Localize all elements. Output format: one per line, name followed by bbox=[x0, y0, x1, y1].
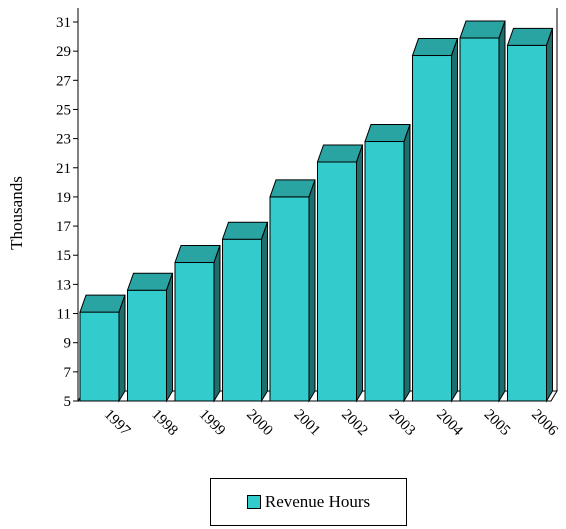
bar-front bbox=[459, 37, 500, 402]
bar bbox=[221, 221, 269, 403]
x-tick-label: 1997 bbox=[101, 407, 134, 440]
y-axis-title: Thousands bbox=[7, 176, 26, 250]
bar-side bbox=[166, 273, 173, 403]
x-tick-label: 2006 bbox=[528, 407, 561, 440]
bar-front bbox=[127, 289, 167, 402]
y-tick-label: 31 bbox=[56, 15, 71, 31]
y-tick-label: 19 bbox=[56, 190, 71, 206]
bar-front bbox=[79, 311, 120, 402]
bar-side bbox=[308, 179, 316, 403]
bar bbox=[411, 38, 459, 403]
bar-front bbox=[364, 141, 405, 402]
bar-top bbox=[79, 294, 126, 313]
bar-top bbox=[364, 124, 411, 143]
y-tick-label: 17 bbox=[56, 219, 72, 235]
bar-top bbox=[411, 38, 459, 57]
y-tick-label: 11 bbox=[57, 307, 71, 323]
bar-side bbox=[261, 222, 268, 403]
y-tick-label: 21 bbox=[56, 161, 71, 177]
y-tick-label: 27 bbox=[56, 73, 72, 89]
legend-swatch bbox=[246, 495, 261, 509]
bar-front bbox=[317, 161, 357, 402]
bar-top bbox=[506, 27, 554, 46]
bar bbox=[79, 294, 126, 403]
bar-side bbox=[451, 38, 458, 403]
bar bbox=[174, 245, 221, 403]
bar-side bbox=[118, 294, 126, 403]
y-tick-label: 7 bbox=[64, 365, 72, 381]
bar bbox=[269, 179, 316, 403]
y-tick-label: 23 bbox=[56, 132, 71, 148]
bar-top bbox=[316, 144, 364, 163]
x-tick-labels: 1997 1998 1999 2000 2001 2002 2003 2004 2005 2006 bbox=[101, 407, 561, 440]
y-tick-labels: 5 7 9 11 13 15 17 19 21 23 25 27 29 31 bbox=[56, 15, 78, 410]
bar-series bbox=[79, 20, 554, 403]
y-tick-label: 5 bbox=[64, 394, 72, 410]
x-tick-label: 1998 bbox=[148, 407, 181, 440]
x-tick-label: 2002 bbox=[338, 407, 371, 440]
bar bbox=[316, 144, 364, 403]
bar-top bbox=[174, 245, 221, 264]
bar-front bbox=[222, 238, 262, 402]
x-tick-label: 2000 bbox=[243, 407, 276, 440]
bar-front bbox=[412, 55, 452, 402]
bar-front bbox=[507, 44, 547, 402]
y-tick-label: 25 bbox=[56, 102, 71, 118]
x-tick-label: 2003 bbox=[386, 407, 419, 440]
bar-top bbox=[459, 20, 506, 39]
bar-side bbox=[403, 124, 411, 403]
bar bbox=[459, 20, 506, 403]
bar-side bbox=[356, 144, 363, 403]
bar-top bbox=[126, 272, 174, 291]
bar bbox=[506, 27, 554, 403]
x-tick-label: 2004 bbox=[433, 407, 466, 440]
y-tick-label: 9 bbox=[64, 336, 72, 352]
bar-front bbox=[269, 196, 310, 402]
x-tick-label: 2005 bbox=[481, 407, 514, 440]
x-tick-label: 1999 bbox=[196, 407, 229, 440]
y-tick-label: 15 bbox=[56, 248, 71, 264]
legend-label: Revenue Hours bbox=[264, 492, 371, 511]
bar-front bbox=[174, 262, 215, 402]
y-tick-label: 13 bbox=[56, 277, 71, 293]
bar-top bbox=[221, 221, 269, 240]
legend: Revenue Hours bbox=[210, 478, 407, 526]
bar-top bbox=[269, 179, 316, 198]
bar-side bbox=[498, 20, 506, 403]
y-tick-label: 29 bbox=[56, 44, 71, 60]
bar bbox=[364, 124, 411, 403]
bar-side bbox=[546, 28, 553, 403]
bar bbox=[126, 272, 174, 403]
bar-side bbox=[213, 245, 221, 403]
x-tick-label: 2001 bbox=[291, 407, 324, 440]
